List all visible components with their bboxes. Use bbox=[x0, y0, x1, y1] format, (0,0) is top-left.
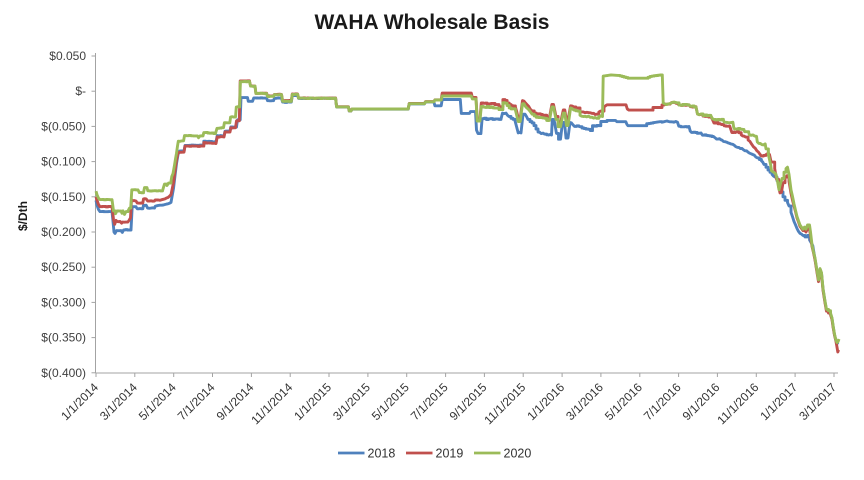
svg-text:$(0.150): $(0.150) bbox=[41, 190, 86, 204]
svg-text:$-: $- bbox=[75, 84, 86, 98]
svg-text:$(0.300): $(0.300) bbox=[41, 295, 86, 309]
svg-text:$0.050: $0.050 bbox=[49, 49, 86, 63]
svg-text:$(0.400): $(0.400) bbox=[41, 366, 86, 380]
svg-text:$(0.350): $(0.350) bbox=[41, 331, 86, 345]
svg-text:WAHA Wholesale Basis: WAHA Wholesale Basis bbox=[315, 11, 550, 34]
svg-text:$(0.050): $(0.050) bbox=[41, 119, 86, 133]
svg-text:$(0.250): $(0.250) bbox=[41, 260, 86, 274]
svg-text:$(0.100): $(0.100) bbox=[41, 155, 86, 169]
svg-text:$/Dth: $/Dth bbox=[16, 201, 30, 231]
svg-text:2020: 2020 bbox=[504, 447, 532, 461]
svg-text:2019: 2019 bbox=[436, 447, 464, 461]
svg-text:$(0.200): $(0.200) bbox=[41, 225, 86, 239]
svg-text:2018: 2018 bbox=[368, 447, 396, 461]
